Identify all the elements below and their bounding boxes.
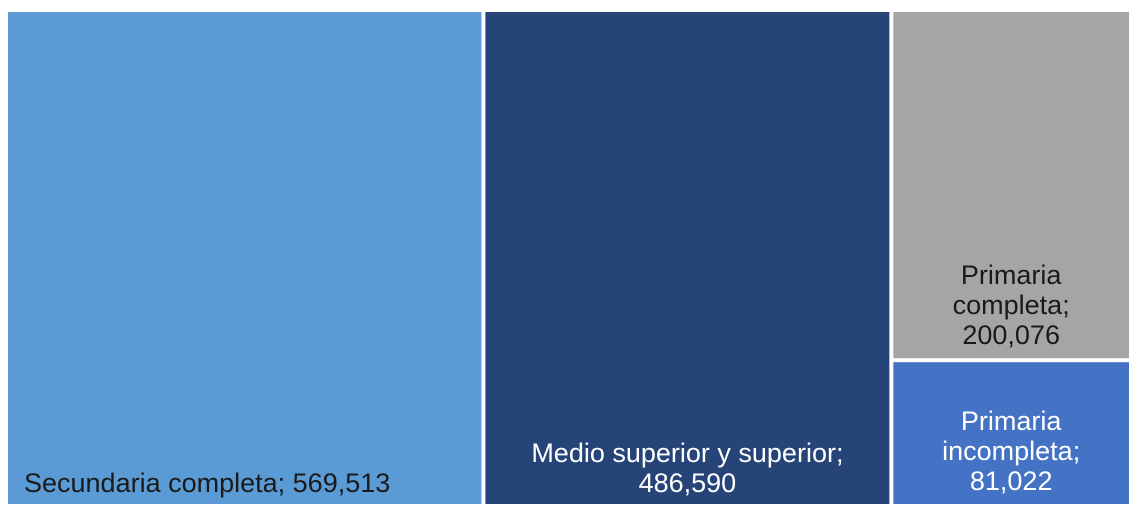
label-secundaria-completa: Secundaria completa; 569,513 — [24, 468, 390, 498]
tile-secundaria-completa — [8, 12, 482, 504]
labels-layer: Secundaria completa; 569,513 Medio superi… — [24, 260, 1080, 498]
tile-primaria-incompleta — [893, 362, 1129, 504]
label-medio-superior-y-superior: Medio superior y superior; 486,590 — [531, 438, 843, 498]
tile-primaria-completa — [893, 12, 1129, 359]
label-primaria-completa: Primaria completa; 200,076 — [953, 260, 1070, 350]
tiles-layer — [8, 12, 1129, 504]
label-primaria-incompleta: Primaria incompleta; 81,022 — [942, 406, 1080, 496]
tile-medio-superior-y-superior — [485, 12, 890, 504]
